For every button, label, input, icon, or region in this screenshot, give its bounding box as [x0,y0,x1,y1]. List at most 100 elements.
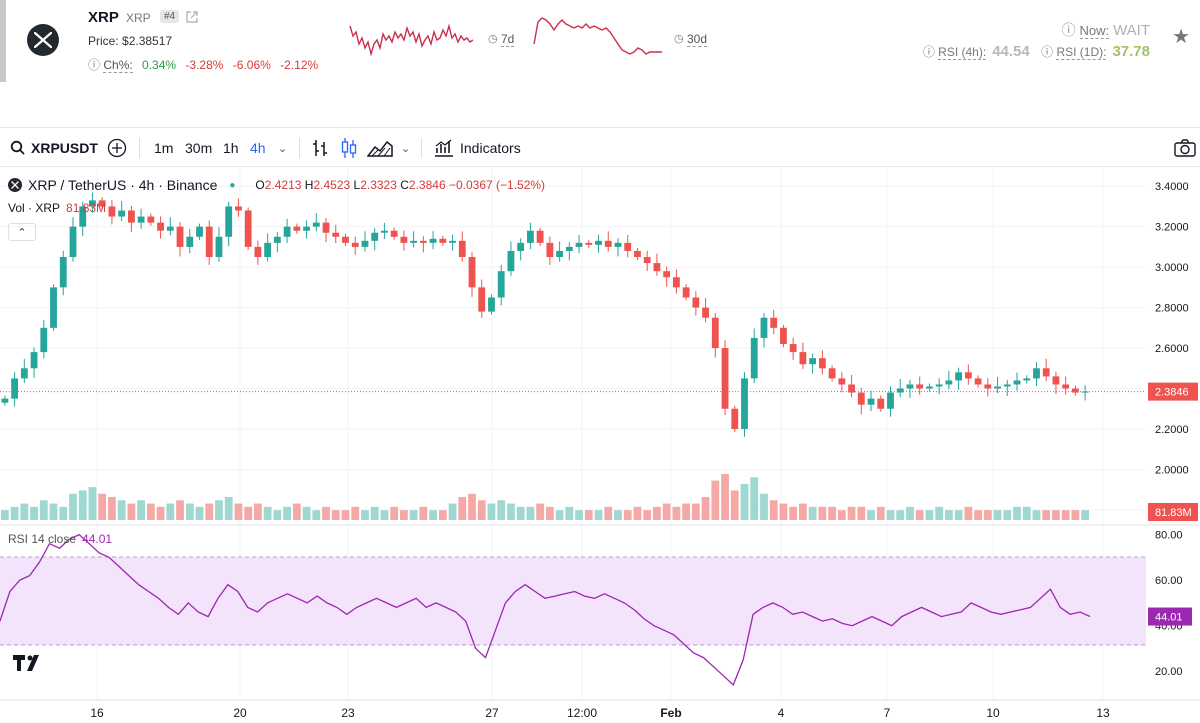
info-icon[interactable]: ⓘ [1041,45,1054,59]
interval-30m[interactable]: 30m [185,140,213,156]
volume-bar [468,493,476,520]
change-label[interactable]: Ch%: [103,58,133,73]
xrp-logo-icon [8,178,22,192]
interval-1h[interactable]: 1h [223,140,239,156]
change-value: -2.12% [280,58,319,72]
volume-bar [536,503,545,520]
external-link-icon[interactable] [186,11,198,23]
market-open-dot-icon: ● [229,179,236,191]
candle-body [293,226,301,231]
series-legend[interactable]: XRP / TetherUS · 4h · Binance ● O2.4213 … [8,177,545,193]
candle-body [857,392,865,405]
price-tick-label: 2.0000 [1155,464,1189,476]
candle-body [721,348,729,409]
info-icon[interactable]: ⓘ [88,58,101,72]
candle-body [361,240,369,247]
volume-bar [623,510,632,520]
time-tick-label: Feb [660,706,681,720]
candle-body [1013,380,1021,385]
volume-bar [964,506,973,520]
volume-bar [156,506,165,520]
interval-1m[interactable]: 1m [154,140,174,156]
info-icon[interactable]: ⓘ [922,45,935,59]
candle-body [682,287,690,298]
rsi-4h-value: 44.54 [992,43,1030,60]
volume-bar [20,503,29,520]
candle-body [118,210,126,217]
volume-bar [292,503,301,520]
candle-body [1042,368,1050,377]
rsi-tick-label: 80.00 [1155,530,1183,542]
volume-bar [117,500,126,520]
symbol-search-button[interactable]: XRPUSDT [10,129,98,167]
volume-legend[interactable]: Vol · XRP 81.83M [8,201,106,215]
indicators-button[interactable]: Indicators [434,129,521,167]
volume-bar [516,506,525,520]
candle-body [789,344,797,353]
candle-body [157,222,164,231]
now-label[interactable]: Now: [1079,23,1110,39]
candles-style-button[interactable] [340,129,358,167]
price-tick-label: 3.4000 [1155,181,1189,193]
period-30d-link[interactable]: 30d [687,32,708,47]
chart-type-chevron-icon[interactable]: ⌄ [401,142,411,155]
rsi-band [0,557,1146,645]
candle-body [896,388,904,393]
price-readout: Price: $2.38517 [88,34,172,48]
candle-body [887,392,894,409]
volume-bar [1071,510,1080,520]
volume-bar [808,506,817,520]
bar-style-button[interactable] [311,129,329,167]
volume-bar [78,490,87,520]
candle-body [11,378,19,399]
candle-body [556,250,564,258]
collapse-legend-button[interactable]: ⌃ [8,223,36,241]
time-tick-label: 16 [90,706,104,720]
interval-4h[interactable]: 4h [250,140,266,156]
volume-bar [195,506,204,520]
tradingview-logo-icon[interactable] [12,654,42,676]
info-icon[interactable]: ⓘ [1061,22,1076,38]
volume-bar [944,510,953,520]
snapshot-button[interactable] [1174,129,1196,167]
candle-body [497,271,505,298]
volume-bar [886,510,895,520]
compare-button[interactable] [107,129,127,167]
ticker-header: XRP XRP #4 Price: $2.38517 ⓘ Ch%: 0.34% … [0,0,1200,128]
candle-body [419,240,427,243]
time-tick-label: 27 [485,706,499,720]
candle-body [828,368,836,379]
time-tick-label: 20 [233,706,247,720]
price-value: $2.38517 [122,34,173,48]
candle-body [429,238,437,243]
candle-body [984,384,992,389]
area-style-button[interactable] [367,129,393,167]
chart-pane[interactable]: 3.40003.20003.00002.80002.60002.40002.20… [0,168,1200,723]
volume-bar [1022,506,1031,520]
volume-bar [575,510,583,520]
candle-body [672,277,680,288]
candle-body [526,230,534,243]
rsi-4h-label[interactable]: RSI (4h): [938,45,987,60]
rsi-legend[interactable]: RSI 14 close 44.01 [8,532,112,546]
candle-body [89,200,96,207]
volume-bar [497,500,506,520]
volume-bar [682,503,691,520]
volume-bar [730,490,739,520]
search-icon [10,140,25,155]
rsi-line [0,533,1091,687]
price-label: Price: [88,34,119,48]
time-tick-label: 4 [778,706,785,720]
candle-body [137,216,145,223]
price-tick-label: 2.2000 [1155,424,1189,436]
volume-bar [954,510,963,520]
rsi-1d-label[interactable]: RSI (1D): [1056,45,1107,60]
candle-body [1023,378,1031,381]
period-7d-link[interactable]: 7d [501,32,515,47]
star-icon[interactable]: ★ [1172,26,1190,48]
series-title: XRP / TetherUS · 4h · Binance [28,177,218,193]
interval-dropdown-chevron-icon[interactable]: ⌄ [278,142,288,155]
candle-body [867,398,875,405]
price-chart-canvas[interactable]: 3.40003.20003.00002.80002.60002.40002.20… [0,168,1200,723]
